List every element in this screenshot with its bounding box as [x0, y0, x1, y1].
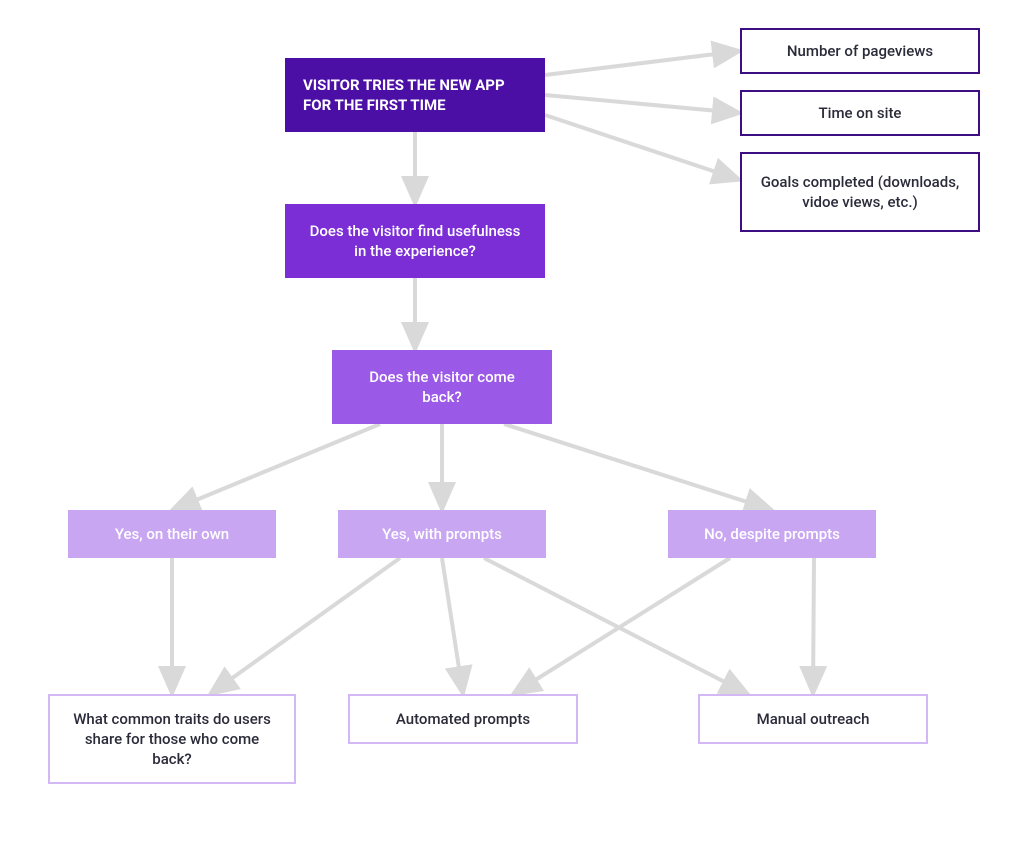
connector-arrow — [172, 424, 380, 510]
node-yes-prompts-label: Yes, with prompts — [382, 524, 502, 544]
node-metric-pageviews: Number of pageviews — [740, 28, 980, 74]
connector-arrow — [504, 424, 772, 510]
node-yes-own-label: Yes, on their own — [115, 524, 229, 544]
node-usefulness-label: Does the visitor find usefulness in the … — [303, 221, 527, 262]
metric-goals-label: Goals completed (downloads, vidoe views,… — [760, 172, 960, 213]
node-automated-label: Automated prompts — [396, 709, 530, 729]
node-yes-own: Yes, on their own — [68, 510, 276, 558]
node-automated: Automated prompts — [348, 694, 578, 744]
node-no-prompts-label: No, despite prompts — [704, 524, 840, 544]
connector-arrow — [813, 558, 814, 694]
node-traits-label: What common traits do users share for th… — [68, 709, 276, 770]
connector-arrow — [442, 558, 463, 694]
node-traits: What common traits do users share for th… — [48, 694, 296, 784]
connector-arrow — [484, 558, 748, 694]
node-manual: Manual outreach — [698, 694, 928, 744]
node-manual-label: Manual outreach — [757, 709, 870, 729]
node-usefulness: Does the visitor find usefulness in the … — [285, 204, 545, 278]
node-metric-time: Time on site — [740, 90, 980, 136]
node-comeback: Does the visitor come back? — [332, 350, 552, 424]
node-metric-goals: Goals completed (downloads, vidoe views,… — [740, 152, 980, 232]
connector-arrow — [545, 51, 740, 75]
node-comeback-label: Does the visitor come back? — [350, 367, 534, 408]
node-yes-prompts: Yes, with prompts — [338, 510, 546, 558]
node-no-prompts: No, despite prompts — [668, 510, 876, 558]
connector-arrow — [545, 95, 740, 113]
node-start: VISITOR TRIES THE NEW APP FOR THE FIRST … — [285, 58, 545, 132]
connector-arrow — [513, 558, 730, 694]
metric-pageviews-label: Number of pageviews — [787, 41, 933, 61]
connector-arrow — [210, 558, 400, 694]
metric-time-label: Time on site — [819, 103, 902, 123]
connector-arrow — [545, 115, 740, 180]
node-start-label: VISITOR TRIES THE NEW APP FOR THE FIRST … — [303, 75, 527, 116]
